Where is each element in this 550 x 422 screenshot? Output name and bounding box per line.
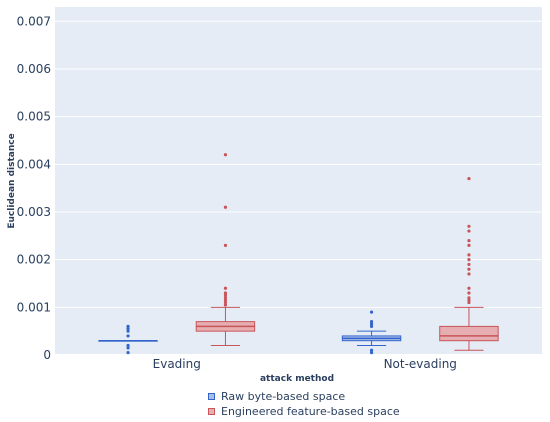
y-tick-label: 0.001 — [17, 300, 51, 314]
outlier-point — [223, 286, 228, 290]
y-tick-label: 0.004 — [17, 157, 51, 171]
outlier-point — [369, 348, 374, 352]
outlier-point — [467, 238, 471, 243]
outlier-point — [126, 343, 130, 348]
outlier-point — [223, 205, 228, 209]
outlier-point — [467, 258, 471, 262]
x-tick-labels: Evading Not-evading — [153, 357, 457, 371]
outlier-point — [369, 320, 374, 324]
box-1-1 — [439, 177, 499, 351]
box-series — [98, 153, 499, 355]
y-tick-label: 0.006 — [17, 62, 51, 76]
box-iqr — [439, 325, 499, 342]
outlier-point — [369, 324, 374, 328]
outlier-point — [223, 291, 228, 295]
legend-swatch-engineered — [208, 408, 215, 415]
outlier-point — [223, 296, 228, 300]
outlier-point — [467, 272, 471, 276]
y-tick-label: 0.005 — [17, 110, 51, 124]
y-tick-label: 0 — [43, 348, 51, 362]
legend-item-raw[interactable]: Raw byte-based space — [208, 389, 400, 404]
plot-area — [55, 7, 542, 355]
x-axis-title: attack method — [260, 374, 334, 384]
outlier-point — [467, 177, 471, 181]
legend: Raw byte-based space Engineered feature-… — [208, 389, 400, 419]
legend-label-raw: Raw byte-based space — [221, 390, 346, 403]
outlier-point — [223, 303, 228, 307]
outlier-point — [467, 298, 471, 302]
outlier-point — [467, 291, 471, 295]
legend-item-engineered[interactable]: Engineered feature-based space — [208, 404, 400, 419]
outlier-point — [467, 243, 471, 247]
gridlines — [55, 20, 542, 356]
outlier-point — [126, 346, 130, 350]
outlier-point — [126, 327, 130, 331]
outlier-point — [223, 298, 228, 302]
outlier-point — [467, 267, 471, 271]
outlier-point — [126, 351, 130, 355]
y-tick-label: 0.002 — [17, 253, 51, 267]
outlier-point — [467, 229, 471, 233]
outlier-point — [126, 334, 130, 338]
outlier-point — [223, 293, 228, 298]
outlier-point — [467, 262, 471, 267]
box-0-1 — [341, 310, 402, 355]
x-tick-label: Evading — [153, 357, 201, 371]
y-axis-title: Euclidean distance — [7, 133, 17, 228]
legend-swatch-raw — [208, 393, 215, 400]
outlier-point — [369, 322, 374, 326]
outlier-point — [467, 286, 471, 290]
outlier-point — [369, 310, 374, 314]
legend-label-engineered: Engineered feature-based space — [221, 405, 400, 418]
outlier-point — [126, 324, 130, 328]
box-0-0 — [98, 324, 158, 355]
outlier-point — [467, 296, 471, 300]
outlier-point — [467, 300, 471, 305]
x-tick-label: Not-evading — [384, 357, 457, 371]
outlier-point — [467, 224, 471, 228]
y-tick-labels: 0 0.001 0.002 0.003 0.004 0.005 0.006 0.007 — [17, 14, 51, 362]
y-tick-label: 0.007 — [17, 14, 51, 28]
outlier-point — [369, 351, 374, 355]
outlier-point — [467, 253, 471, 257]
outlier-point — [223, 300, 228, 305]
box-1-0 — [195, 153, 256, 346]
outlier-point — [126, 329, 130, 333]
outlier-point — [223, 153, 228, 157]
y-tick-label: 0.003 — [17, 205, 51, 219]
outlier-point — [223, 243, 228, 247]
